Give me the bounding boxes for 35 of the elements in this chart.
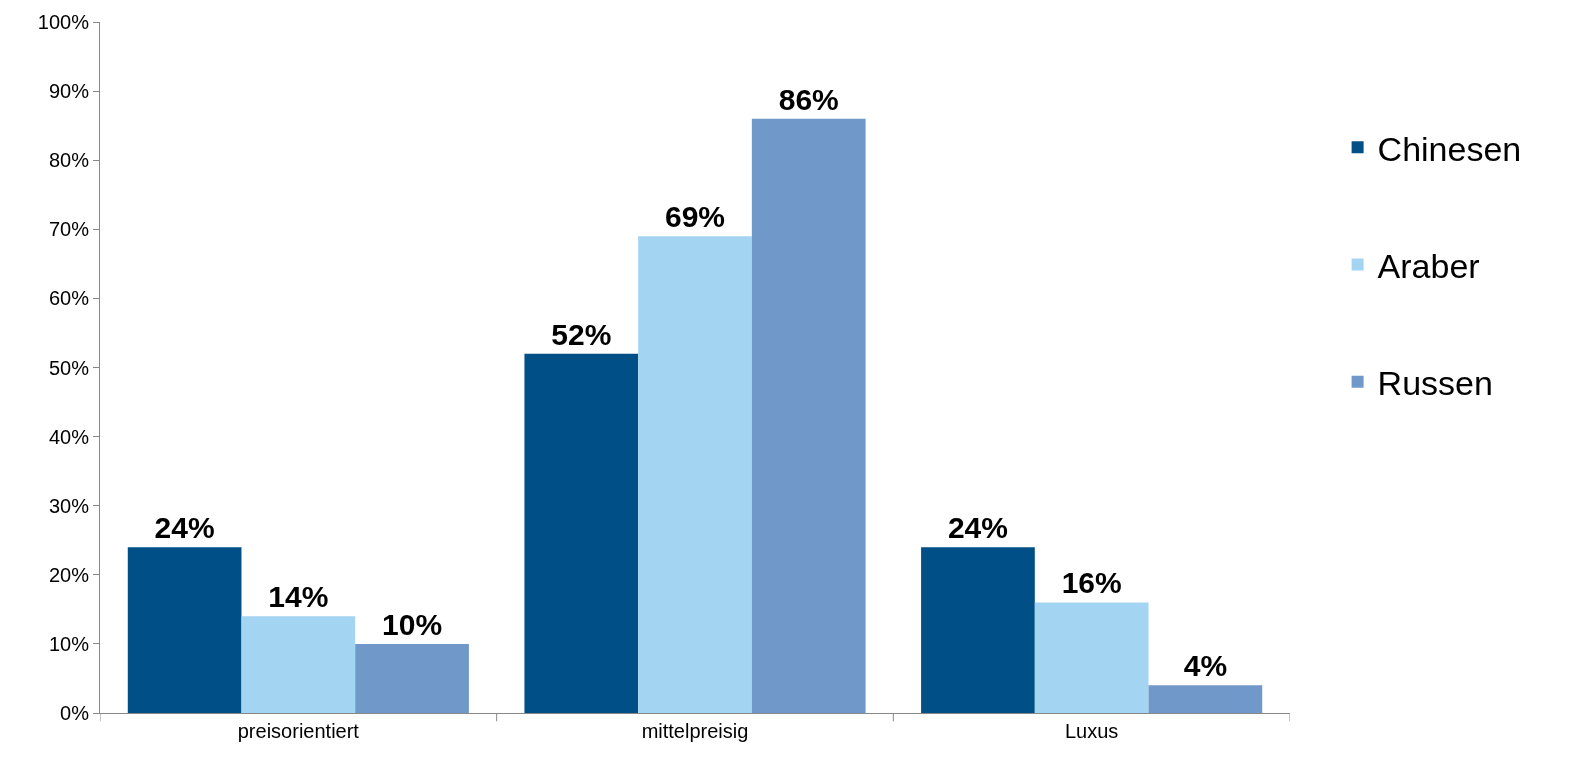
y-tick-label: 90% [48,80,90,103]
x-tick-label: Luxus [1064,720,1119,742]
data-label: 52% [551,317,612,351]
bar [127,547,242,713]
y-tick-label: 20% [48,563,90,586]
legend-label: Araber [1377,246,1480,285]
y-tick-label: 10% [48,632,90,655]
data-label: 4% [1183,649,1228,683]
data-label: 16% [1061,566,1122,600]
data-label: 10% [382,607,443,641]
y-tick-label: 80% [48,149,90,172]
bar [241,616,356,713]
data-label: 86% [778,82,839,116]
bar [1034,602,1149,713]
data-label: 14% [268,580,329,614]
y-tick-label: 0% [60,702,90,724]
bar [524,353,639,713]
y-tick-label: 40% [48,425,90,448]
y-tick-label: 60% [48,287,90,310]
bar [638,236,752,713]
y-tick-label: 30% [48,494,90,517]
x-tick-label: mittelpreisig [641,720,749,742]
y-tick-label: 100% [37,11,90,33]
data-label: 69% [664,200,726,234]
bar [921,547,1035,713]
x-tick-label: preisorientiert [237,720,360,742]
y-tick-label: 50% [48,356,90,379]
data-label: 24% [154,511,215,545]
bar [1148,685,1263,713]
bar [751,118,866,713]
legend-label: Chinesen [1377,129,1522,168]
legend-label: Russen [1377,364,1493,402]
data-label: 24% [947,511,1008,545]
bar [355,643,469,713]
y-tick-label: 70% [48,218,90,241]
